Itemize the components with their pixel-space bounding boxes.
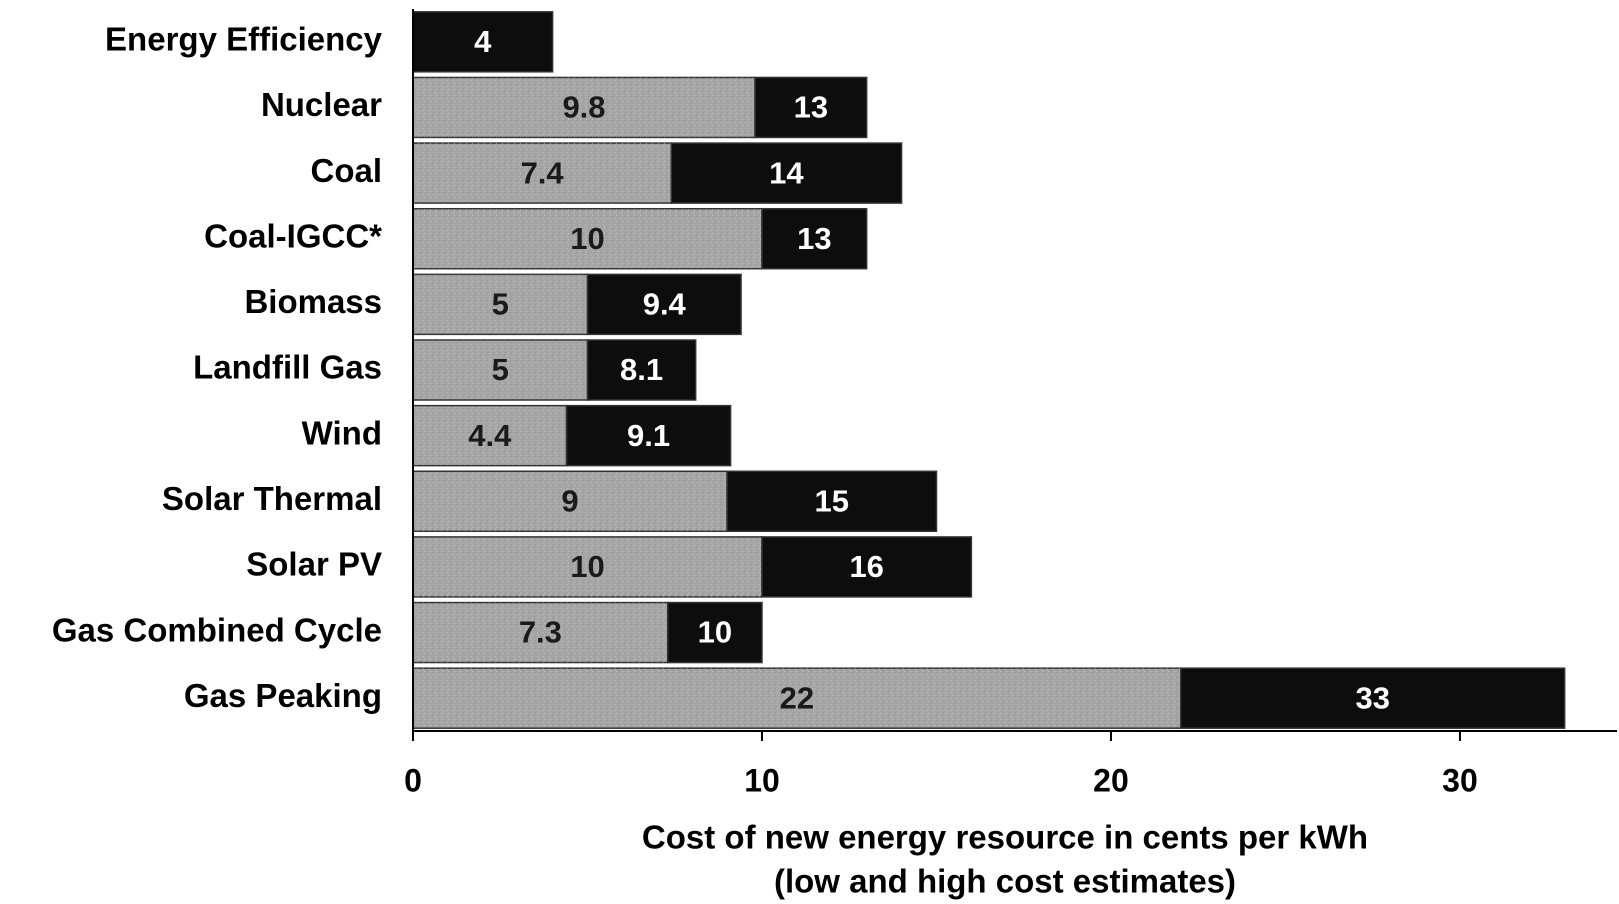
bar <box>761 207 868 270</box>
data-label: 10 <box>570 221 604 256</box>
bar-texture <box>413 274 588 335</box>
data-label: 13 <box>797 221 831 256</box>
data-label: 22 <box>780 680 814 715</box>
y-tick-label: Solar Thermal <box>162 480 382 517</box>
data-label: 13 <box>794 90 828 125</box>
bar <box>412 11 554 73</box>
x-tick-label: 30 <box>1442 762 1478 798</box>
data-label: 5 <box>492 287 509 322</box>
data-label: 10 <box>698 615 732 650</box>
y-tick-label: Wind <box>302 414 382 451</box>
bar-texture <box>413 536 762 597</box>
bar <box>1180 667 1566 729</box>
y-tick-label: Gas Peaking <box>184 677 382 714</box>
data-label: 4 <box>474 24 492 59</box>
bar <box>761 536 973 598</box>
data-label: 14 <box>769 155 804 190</box>
bar <box>670 142 903 204</box>
data-label: 9 <box>561 483 578 518</box>
data-label: 16 <box>849 549 883 584</box>
y-tick-label: Coal <box>310 152 382 189</box>
y-tick-label: Coal-IGCC* <box>204 217 382 254</box>
bar-texture <box>413 77 756 138</box>
x-tick-label: 20 <box>1093 762 1129 798</box>
y-tick-label: Energy Efficiency <box>105 21 383 58</box>
data-label: 15 <box>815 483 849 518</box>
bar-texture <box>413 143 672 204</box>
x-axis-title: Cost of new energy resource in cents per… <box>642 819 1368 856</box>
y-tick-label: Biomass <box>244 283 382 320</box>
bar-texture <box>413 668 1181 729</box>
bar-texture <box>413 405 567 466</box>
bar <box>565 404 732 467</box>
bar-texture <box>413 208 762 269</box>
bar <box>586 339 697 401</box>
data-label: 7.3 <box>519 615 562 650</box>
x-tick-label: 0 <box>404 762 422 798</box>
bar-texture <box>413 471 728 532</box>
data-label: 10 <box>570 549 604 584</box>
data-label: 9.8 <box>562 90 605 125</box>
data-label: 4.4 <box>468 418 512 453</box>
bar <box>667 601 763 664</box>
data-label: 9.1 <box>627 418 670 453</box>
data-label: 33 <box>1355 680 1389 715</box>
x-tick-label: 10 <box>744 762 780 798</box>
bar <box>754 76 868 139</box>
bar-texture <box>413 340 588 400</box>
data-label: 8.1 <box>620 352 663 387</box>
y-tick-label: Landfill Gas <box>193 349 382 386</box>
data-label: 7.4 <box>521 155 565 190</box>
bar-texture <box>413 602 668 663</box>
y-tick-label: Nuclear <box>261 86 382 123</box>
data-label: 9.4 <box>643 287 687 322</box>
bar <box>726 470 938 533</box>
x-axis-title: (low and high cost estimates) <box>774 863 1236 900</box>
y-tick-label: Solar PV <box>246 546 382 583</box>
y-tick-label: Gas Combined Cycle <box>52 611 382 648</box>
bar <box>586 273 742 336</box>
data-label: 5 <box>492 352 509 387</box>
